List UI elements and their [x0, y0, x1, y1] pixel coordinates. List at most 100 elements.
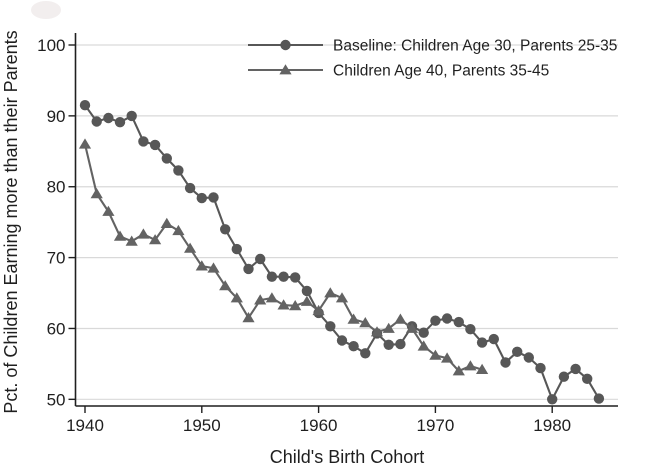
- data-point-circle: [418, 327, 429, 338]
- data-point-circle: [184, 182, 196, 194]
- data-point-triangle: [195, 260, 208, 271]
- data-point-circle: [220, 224, 231, 235]
- legend-label: Baseline: Children Age 30, Parents 25-35: [333, 38, 617, 55]
- data-point-triangle: [78, 138, 92, 149]
- x-tick-label-1970: 1970: [416, 416, 454, 435]
- data-point-triangle: [476, 363, 489, 374]
- data-point-circle: [512, 346, 523, 357]
- data-point-triangle: [207, 262, 220, 273]
- x-tick-label-1980: 1980: [533, 416, 571, 435]
- data-point-circle: [547, 394, 558, 405]
- data-point-circle: [196, 192, 207, 204]
- data-point-triangle: [417, 340, 430, 351]
- data-point-triangle: [254, 294, 267, 305]
- x-tick-label-1950: 1950: [183, 416, 221, 435]
- legend-item: Baseline: Children Age 30, Parents 25-35: [248, 38, 617, 55]
- axis-ticks: [68, 44, 553, 413]
- data-point-triangle: [300, 295, 313, 306]
- data-point-triangle: [429, 349, 442, 360]
- data-point-circle: [208, 192, 219, 203]
- data-point-circle: [535, 362, 546, 374]
- data-point-circle: [126, 110, 137, 122]
- y-axis-title: Pct. of Children Earning more than their…: [1, 30, 21, 413]
- data-point-triangle: [452, 365, 465, 376]
- axis-tick-labels: 50 60 70 80 90 100 1940 1950 1960 1970 1980: [37, 36, 571, 435]
- data-point-triangle: [242, 312, 255, 323]
- legend: Baseline: Children Age 30, Parents 25-35…: [248, 38, 617, 80]
- data-point-triangle: [113, 230, 127, 241]
- legend-triangle-marker: [279, 64, 292, 75]
- y-tick-label-80: 80: [47, 178, 66, 197]
- data-point-circle: [360, 348, 371, 359]
- plot-series: [78, 100, 605, 405]
- gridlines: [76, 44, 618, 400]
- x-axis-title: Child's Birth Cohort: [270, 447, 425, 467]
- data-point-circle: [255, 253, 266, 265]
- data-point-circle: [336, 335, 348, 346]
- x-tick-label-1960: 1960: [300, 416, 338, 435]
- data-point-triangle: [160, 217, 173, 228]
- axes: [74, 33, 618, 407]
- data-point-circle: [114, 117, 126, 128]
- data-point-triangle: [265, 292, 278, 303]
- y-tick-label-70: 70: [47, 249, 66, 268]
- data-point-triangle: [277, 299, 290, 310]
- data-point-triangle: [102, 205, 115, 216]
- series-line: [84, 104, 600, 401]
- legend-label: Children Age 40, Parents 35-45: [333, 63, 549, 80]
- data-point-circle: [266, 271, 278, 282]
- data-point-triangle: [324, 287, 337, 298]
- data-point-circle: [348, 341, 359, 352]
- x-tick-label-1940: 1940: [66, 416, 104, 435]
- data-point-triangle: [125, 235, 138, 246]
- data-point-circle: [593, 393, 605, 404]
- data-point-circle: [523, 352, 534, 363]
- data-point-circle: [465, 324, 476, 335]
- data-point-triangle: [335, 292, 349, 303]
- data-point-triangle: [370, 326, 384, 337]
- y-tick-label-100: 100: [37, 36, 65, 55]
- data-point-circle: [441, 313, 453, 324]
- data-point-circle: [430, 315, 441, 326]
- data-point-triangle: [312, 304, 325, 316]
- legend-circle-marker: [280, 39, 291, 51]
- data-point-triangle: [219, 280, 232, 291]
- data-point-triangle: [149, 234, 162, 245]
- data-point-circle: [383, 339, 394, 350]
- data-point-triangle: [184, 242, 197, 253]
- y-tick-label-90: 90: [47, 107, 66, 126]
- data-point-triangle: [172, 224, 185, 236]
- data-point-circle: [103, 112, 114, 124]
- data-point-circle: [231, 243, 242, 255]
- data-point-circle: [453, 316, 464, 328]
- data-point-circle: [395, 338, 406, 350]
- data-point-triangle: [90, 188, 103, 199]
- data-point-circle: [301, 285, 313, 297]
- data-point-circle: [325, 321, 336, 332]
- data-point-circle: [570, 363, 581, 375]
- data-point-triangle: [405, 322, 419, 333]
- data-point-circle: [173, 165, 184, 176]
- data-point-triangle: [137, 228, 150, 239]
- y-tick-label-50: 50: [47, 390, 66, 409]
- data-point-triangle: [359, 317, 372, 328]
- data-point-triangle: [441, 352, 454, 363]
- data-point-circle: [161, 153, 172, 164]
- data-point-circle: [476, 337, 488, 348]
- series-age40: [78, 138, 489, 376]
- data-point-circle: [138, 136, 149, 147]
- data-point-circle: [582, 373, 593, 384]
- data-point-triangle: [464, 360, 477, 371]
- data-point-triangle: [289, 300, 302, 311]
- data-point-circle: [558, 371, 570, 382]
- data-point-circle: [488, 333, 499, 345]
- data-point-circle: [91, 116, 102, 127]
- smudge-artifact: [31, 1, 61, 19]
- y-tick-label-60: 60: [47, 319, 66, 338]
- data-point-triangle: [394, 313, 407, 324]
- data-point-triangle: [382, 322, 395, 333]
- legend-item: Children Age 40, Parents 35-45: [248, 63, 549, 80]
- data-point-circle: [278, 271, 289, 282]
- data-point-triangle: [230, 292, 243, 303]
